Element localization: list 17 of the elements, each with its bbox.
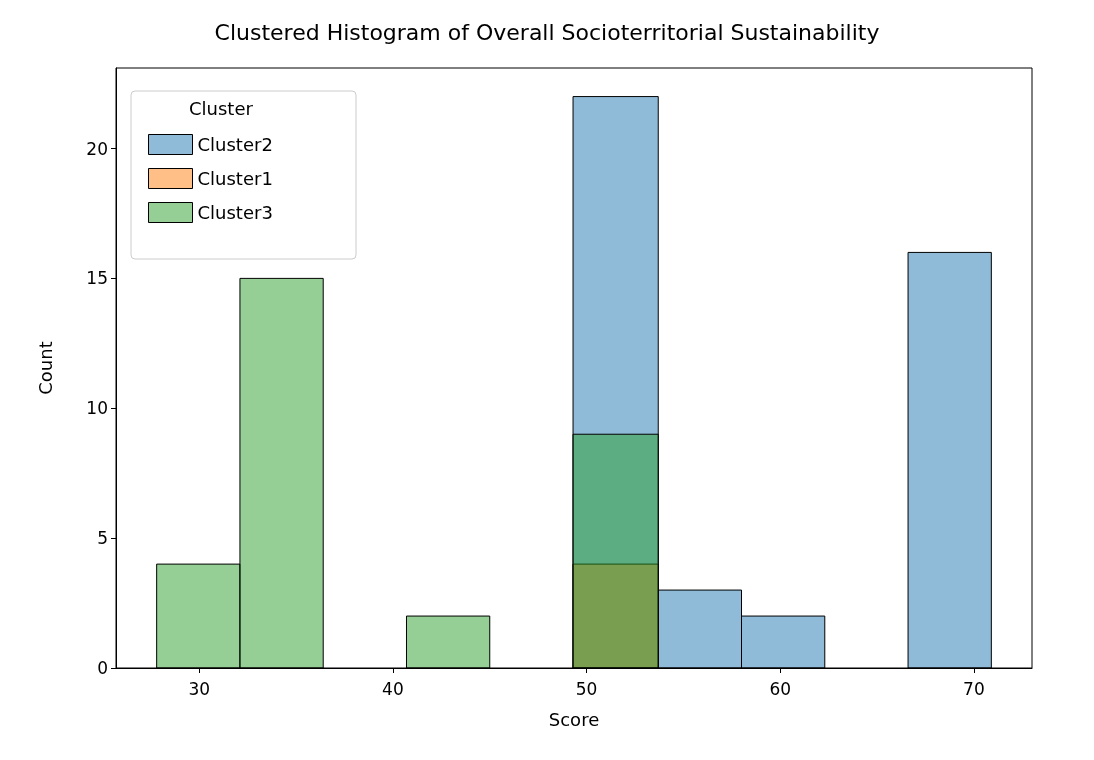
y-axis-title: Count [34,341,56,395]
x-tick-label: 70 [963,678,985,699]
legend-label: Cluster3 [197,202,273,223]
x-tick-label: 40 [382,678,404,699]
y-tick-label: 20 [86,138,108,159]
x-tick-label: 50 [575,678,598,699]
y-tick-label: 0 [97,658,108,678]
x-tick-label: 60 [769,678,792,699]
legend-label: Cluster1 [197,168,273,189]
y-tick-label: 15 [86,268,108,289]
x-tick-label: 30 [188,678,211,699]
legend-label: Cluster2 [197,134,273,155]
y-tick-label: 5 [97,528,108,549]
chart-title: Clustered Histogram of Overall Socioterritorial Sustainability [214,19,880,45]
x-axis-title: Score [548,708,600,730]
y-tick-label: 10 [86,398,108,419]
legend-title: Cluster [189,97,254,119]
